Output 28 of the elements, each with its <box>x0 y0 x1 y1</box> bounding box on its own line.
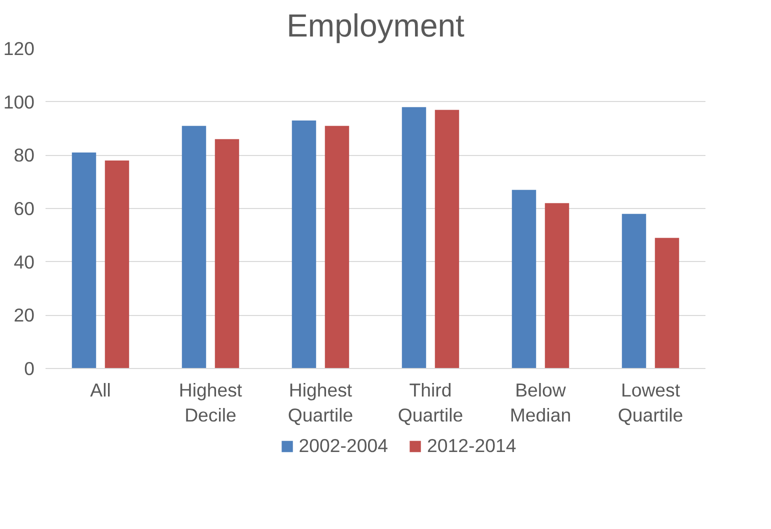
bar <box>324 126 350 368</box>
legend-label: 2012-2014 <box>427 435 516 457</box>
bar <box>654 238 680 368</box>
legend-label: 2002-2004 <box>298 435 388 457</box>
y-tick-label: 0 <box>24 358 35 379</box>
bar <box>292 120 316 368</box>
bar <box>104 160 130 368</box>
bar <box>544 203 570 368</box>
x-tick-label: Highest Decile <box>178 380 243 426</box>
x-tick-label: Lowest Quartile <box>618 380 684 426</box>
chart-title: Employment <box>286 8 465 44</box>
y-tick-label: 60 <box>14 198 35 219</box>
y-tick-label: 20 <box>14 304 35 326</box>
x-tick-label: Highest Quartile <box>288 380 354 426</box>
bar <box>72 152 96 368</box>
x-tick-label: Third Quartile <box>398 380 464 426</box>
y-tick-label: 80 <box>14 144 35 166</box>
bar <box>182 126 206 368</box>
bar <box>512 190 536 368</box>
bar <box>434 110 460 368</box>
bar <box>622 214 646 368</box>
x-tick-label: Below Median <box>510 380 572 426</box>
x-tick-label: All <box>90 380 111 400</box>
bar <box>402 107 426 368</box>
bar <box>214 139 240 368</box>
y-tick-label: 40 <box>14 251 35 272</box>
y-tick-label: 120 <box>3 38 35 59</box>
y-tick-label: 100 <box>3 91 35 112</box>
